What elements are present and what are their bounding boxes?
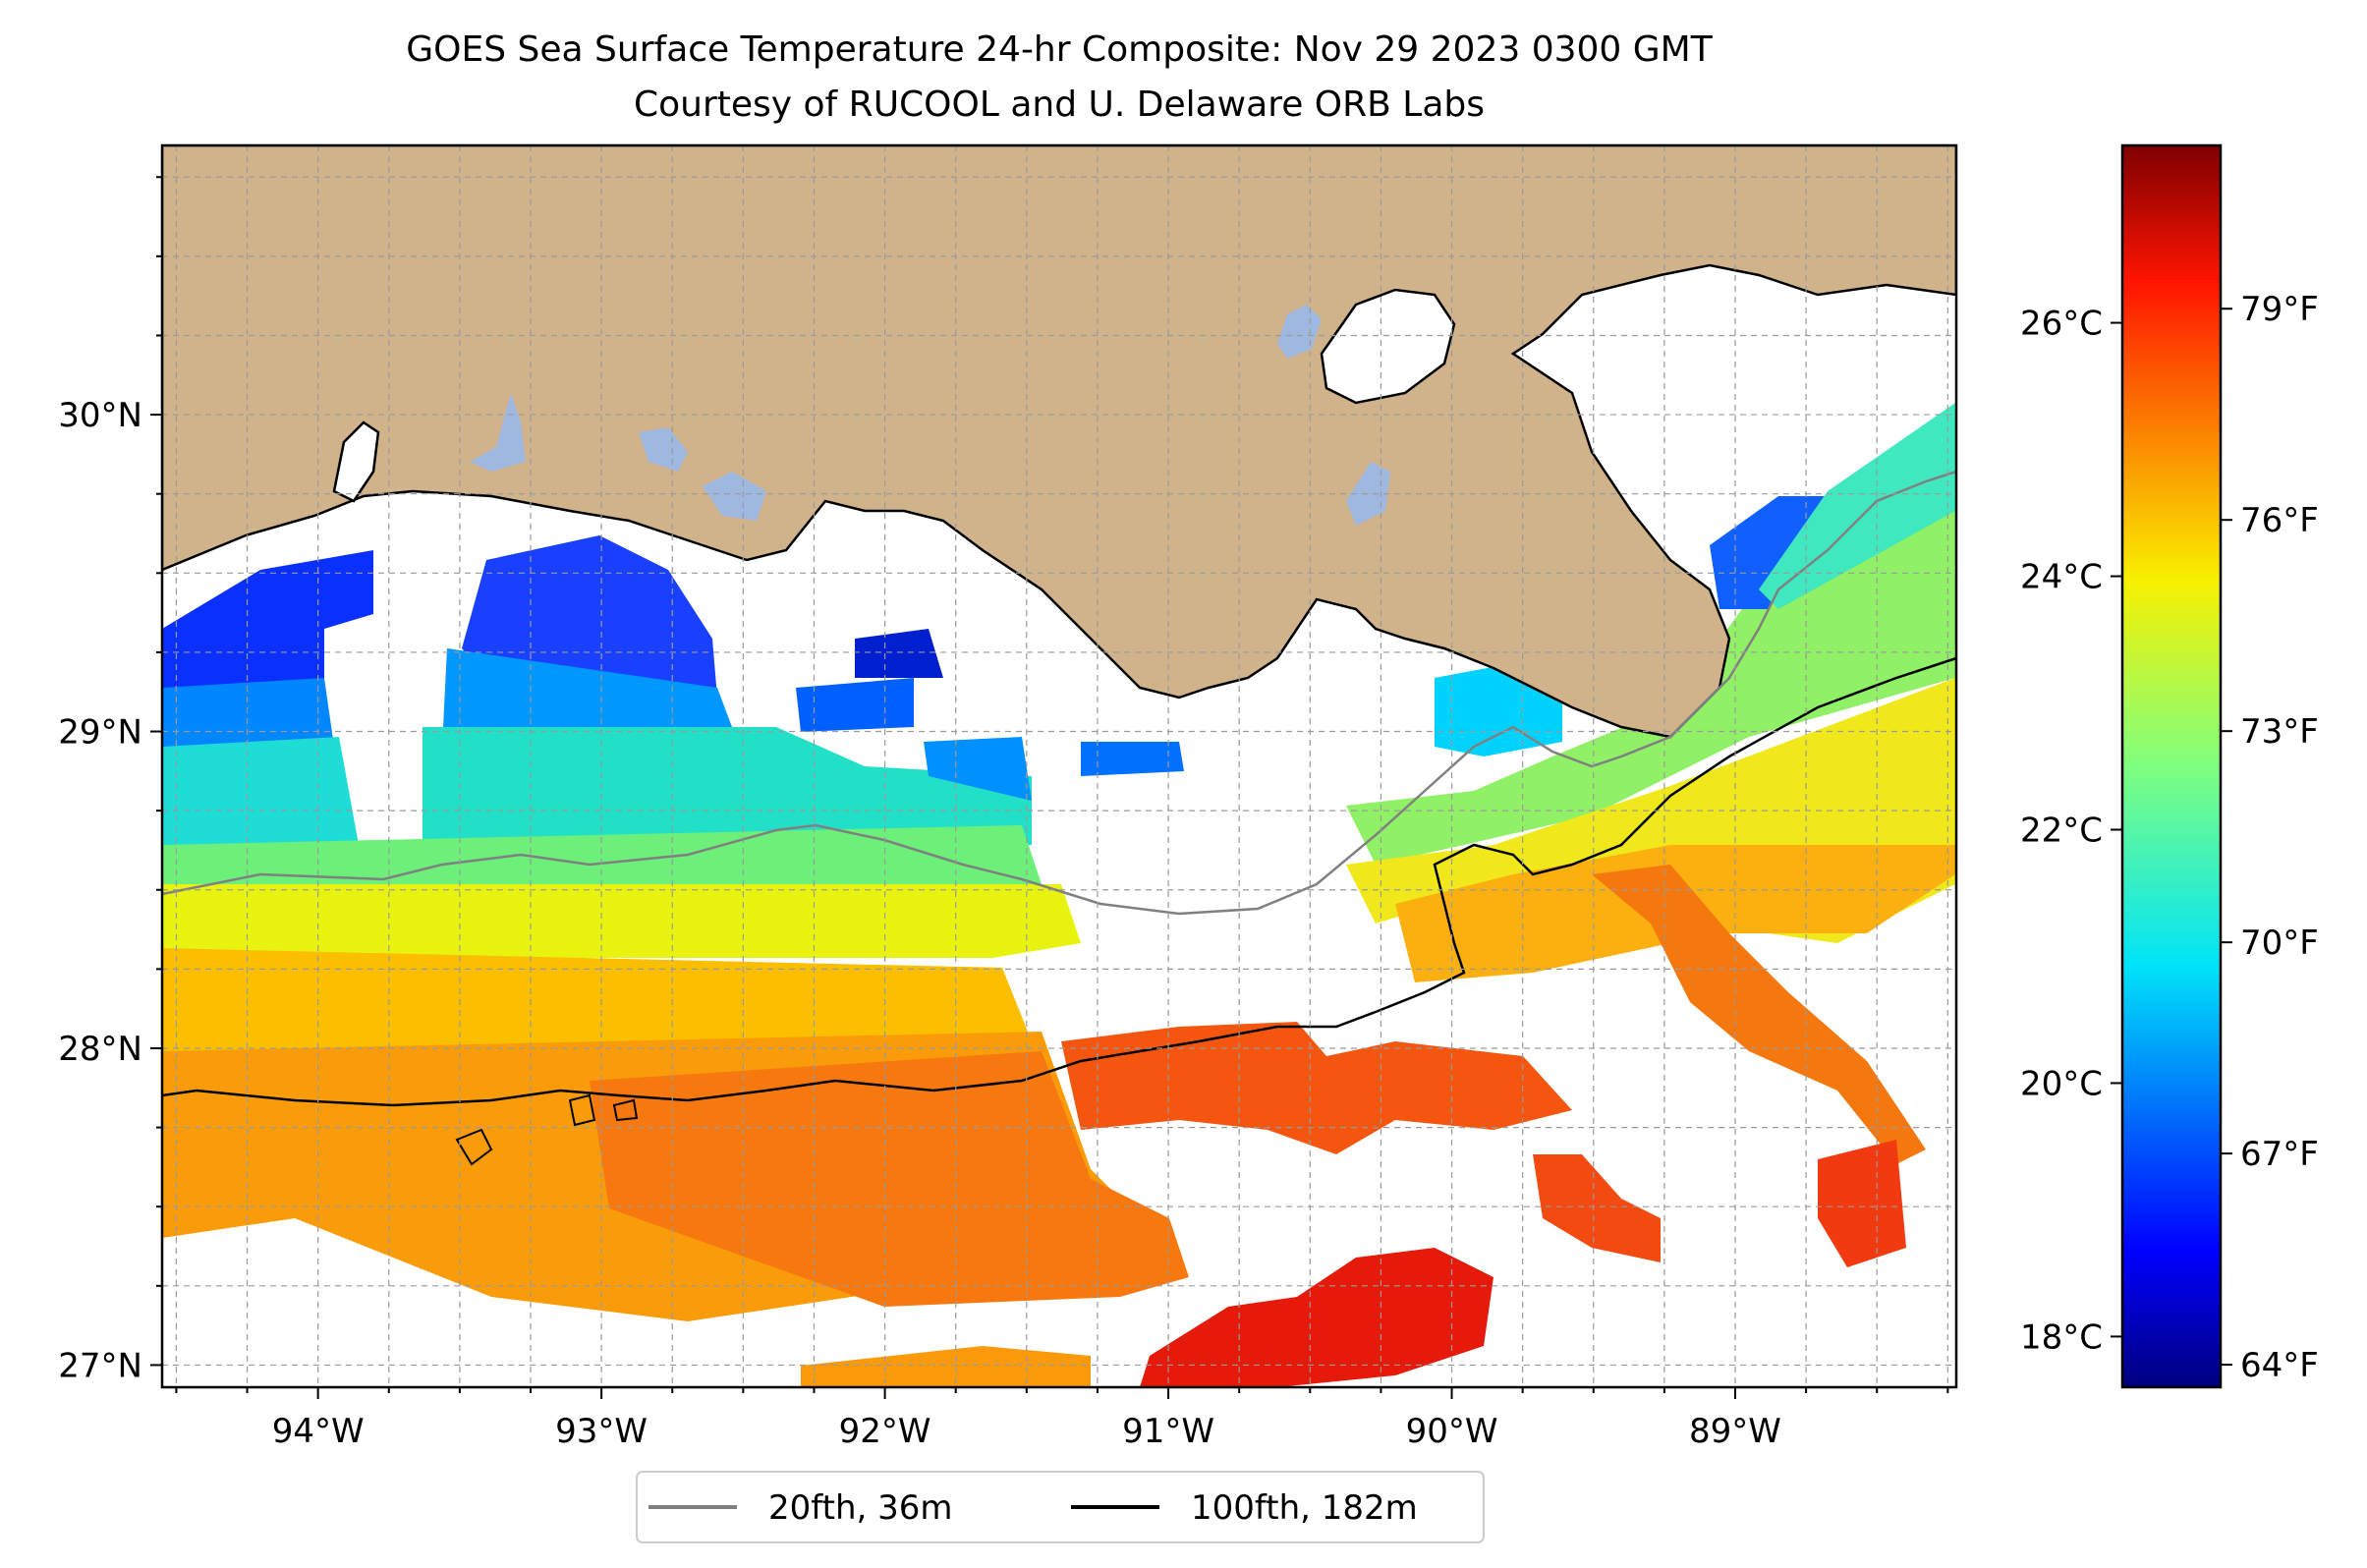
lon-tick-label: 90°W — [1406, 1412, 1498, 1451]
chart-subtitle: Courtesy of RUCOOL and U. Delaware ORB L… — [634, 84, 1485, 125]
sst-dark-orange — [590, 1051, 1189, 1307]
sst-south-red-4 — [1140, 1248, 1493, 1387]
colorbar-c-label: 18°C — [2020, 1317, 2103, 1357]
sst-south-red-1 — [1061, 1022, 1572, 1154]
lon-axis: 94°W 93°W 92°W 91°W 90°W 89°W — [175, 1387, 1949, 1451]
isobaths — [162, 470, 1956, 1166]
sst-west-cyan — [162, 737, 359, 855]
lon-tick-label: 93°W — [555, 1412, 648, 1451]
sst-yellow-band — [162, 884, 1081, 958]
chart-title: GOES Sea Surface Temperature 24-hr Compo… — [406, 29, 1713, 70]
colorbar-c-label: 22°C — [2020, 811, 2103, 850]
isobath-20fth — [162, 470, 1956, 916]
sst-central-blue — [442, 648, 732, 747]
colorbar-f-label: 79°F — [2240, 290, 2319, 329]
lake-salvador — [1346, 462, 1390, 526]
isobath-100fth-knoll-3 — [612, 1098, 639, 1122]
calcasieu-lake — [332, 420, 380, 503]
lon-tick-label: 91°W — [1122, 1412, 1214, 1451]
map-frame — [160, 143, 1958, 1389]
lat-tick-label: 27°N — [58, 1346, 142, 1385]
lon-tick-label: 94°W — [272, 1412, 365, 1451]
isobath-100fth — [162, 656, 1956, 1107]
lake-grand — [703, 472, 766, 521]
colorbar-fahrenheit-axis: 64°F 67°F 70°F 73°F 76°F 79°F — [2221, 290, 2319, 1385]
lat-tick-label: 29°N — [58, 713, 142, 753]
lat-tick-label: 30°N — [58, 396, 142, 435]
lake-inland-1 — [470, 393, 526, 472]
sst-south-red-2 — [1533, 1154, 1661, 1262]
map-panel — [162, 145, 1956, 1387]
colorbar-f-label: 70°F — [2240, 924, 2319, 963]
colorbar-f-label: 73°F — [2240, 712, 2319, 752]
colorbar-f-label: 76°F — [2240, 501, 2319, 540]
sst-south-red-3 — [1818, 1140, 1906, 1267]
sst-blob-4 — [1081, 742, 1184, 776]
colorbar-celsius-axis: 18°C 20°C 22°C 24°C 26°C — [2020, 305, 2122, 1357]
colorbar-f-label: 67°F — [2240, 1135, 2319, 1174]
sst-east-blue — [1710, 496, 1828, 609]
lat-axis: 27°N 28°N 29°N 30°N — [58, 176, 162, 1385]
isobath-100fth-knoll-1 — [455, 1128, 493, 1166]
sst-south-orange-1 — [801, 1346, 1091, 1387]
sst-blob-1 — [855, 629, 943, 678]
land-louisiana-mississippi — [162, 145, 1956, 739]
colorbar-c-label: 26°C — [2020, 305, 2103, 344]
legend-label-20fth: 20fth, 36m — [768, 1488, 953, 1528]
legend-box — [636, 1471, 1485, 1543]
lake-inland-2 — [639, 427, 688, 472]
colorbar-c-label: 24°C — [2020, 558, 2103, 597]
lon-tick-label: 89°W — [1689, 1412, 1781, 1451]
colorbar-c-label: 20°C — [2020, 1064, 2103, 1103]
isobath-100fth-knoll-2 — [568, 1093, 596, 1127]
lake-pontchartrain — [1320, 288, 1456, 405]
sst-east-dark-orange — [1592, 865, 1926, 1164]
colorbar-f-label: 64°F — [2240, 1346, 2319, 1385]
colorbar-gradient — [2120, 143, 2223, 1389]
legend-label-100fth: 100fth, 182m — [1191, 1488, 1418, 1528]
legend: 20fth, 36m 100fth, 182m — [636, 1471, 1485, 1543]
sst-blob-3 — [924, 737, 1032, 801]
colorbar: 18°C 20°C 22°C 24°C 26°C 64°F 67°F 70°F 73°F 76°… — [2020, 143, 2319, 1389]
sst-east-cyan — [1759, 403, 1955, 609]
gridlines — [162, 145, 1956, 1387]
lat-tick-label: 28°N — [58, 1030, 142, 1069]
lon-tick-label: 92°W — [839, 1412, 931, 1451]
